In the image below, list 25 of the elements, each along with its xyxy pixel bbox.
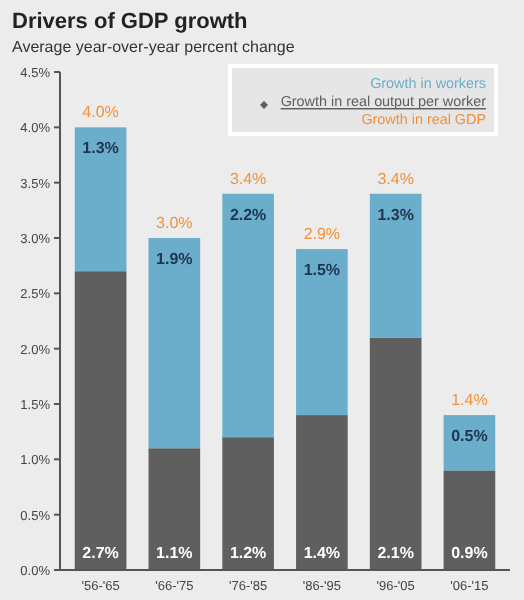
- data-label: 2.7%: [82, 544, 119, 562]
- chart-subtitle: Average year-over-year percent change: [12, 38, 296, 56]
- data-label: 1.3%: [82, 139, 119, 158]
- data-label: 2.2%: [229, 205, 267, 224]
- data-label: 1.9%: [156, 250, 193, 268]
- chart-title: Drivers of GDP growth: [12, 10, 249, 34]
- data-label: 1.5%: [303, 261, 341, 280]
- data-label: 1.4%: [303, 544, 341, 562]
- data-label: 0.5%: [451, 427, 488, 446]
- total-label: 4.0%: [82, 103, 119, 122]
- data-label: 0.9%: [451, 544, 488, 562]
- data-label: 1.1%: [156, 544, 193, 562]
- total-label: 3.4%: [377, 169, 414, 188]
- data-label: 2.1%: [377, 544, 414, 562]
- bar: [222, 193, 274, 438]
- bar: [148, 238, 201, 449]
- bar: [296, 249, 348, 416]
- total-label: 3.0%: [156, 214, 193, 232]
- total-label: 3.4%: [229, 169, 267, 188]
- total-label: 2.9%: [303, 225, 341, 244]
- data-label: 1.2%: [229, 544, 267, 562]
- bar: [369, 193, 422, 338]
- data-label: 1.3%: [377, 205, 414, 224]
- total-label: 1.4%: [451, 391, 488, 410]
- bar: [74, 127, 127, 272]
